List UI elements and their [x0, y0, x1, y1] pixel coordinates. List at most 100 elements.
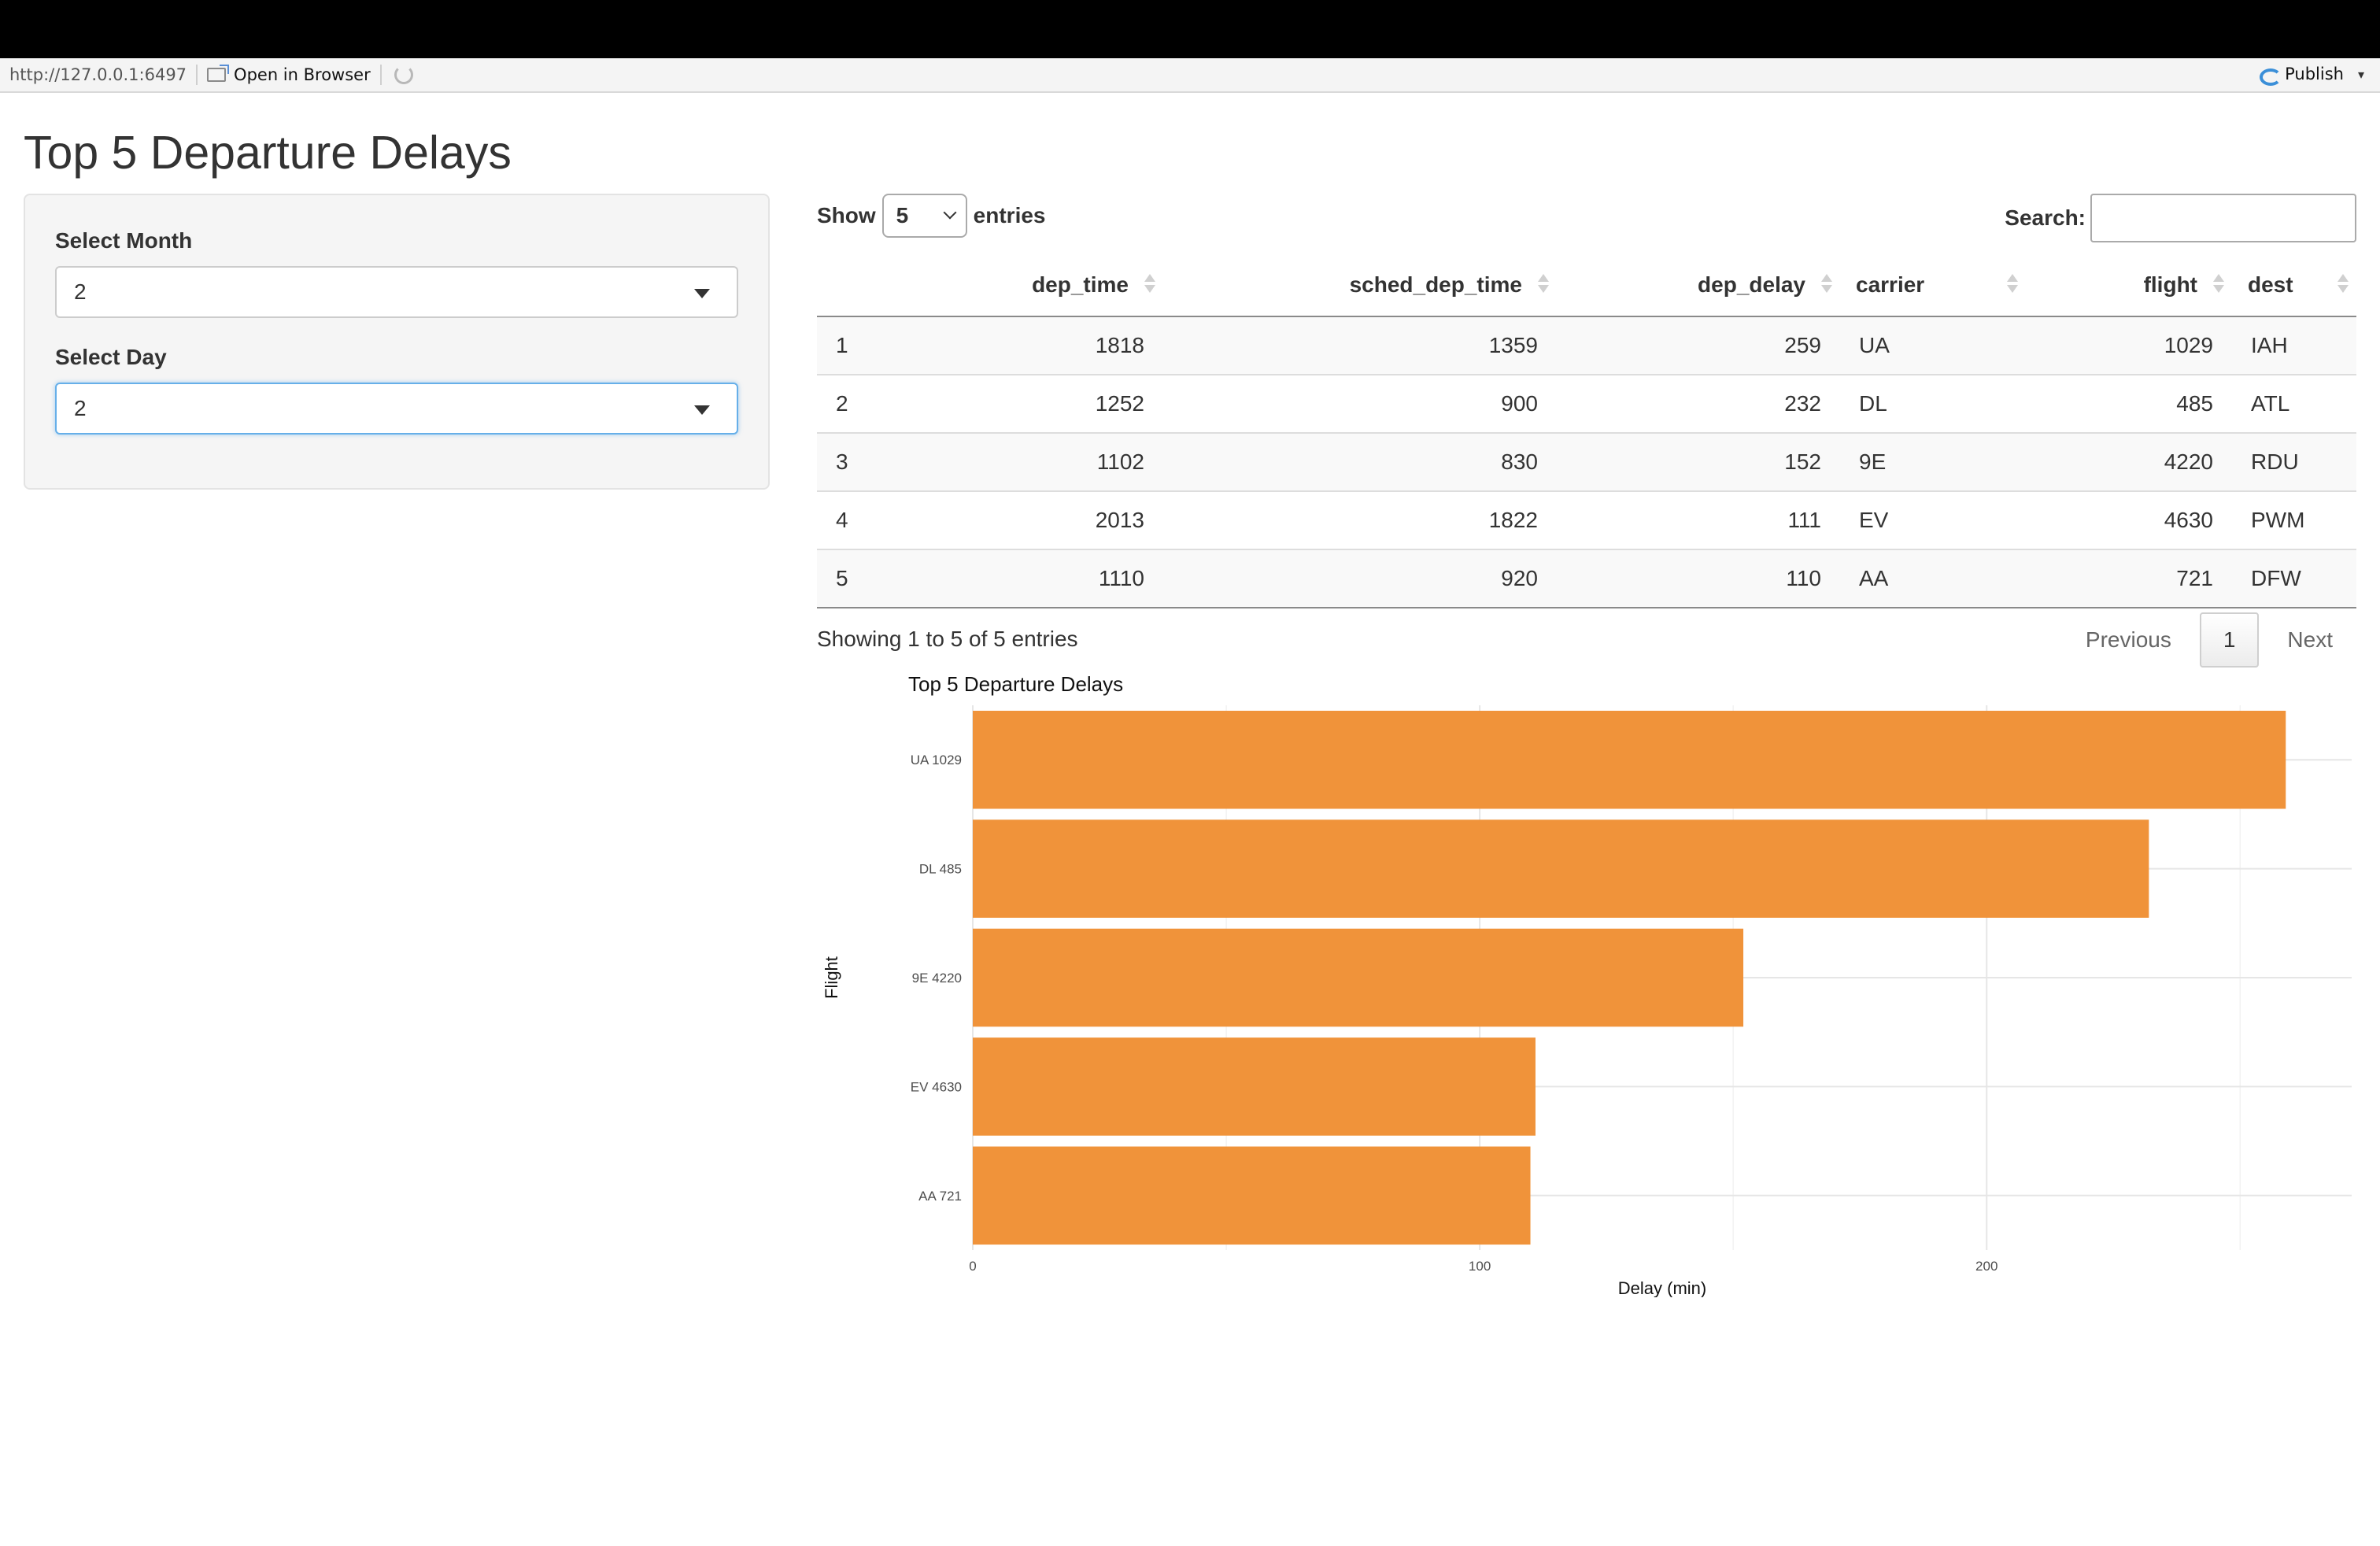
cell-flight: 4220 — [2026, 432, 2232, 491]
table-row[interactable]: 3 1102 830 152 9E 4220 RDU — [817, 432, 2356, 491]
cell-flight: 4630 — [2026, 490, 2232, 549]
cell-sched-dep-time: 830 — [1163, 432, 1557, 491]
cell-carrier: AA — [1840, 549, 2026, 608]
table-info: Showing 1 to 5 of 5 entries — [817, 627, 1078, 651]
table-search-control: Search: — [2005, 194, 2356, 242]
cell-dep-time: 1102 — [911, 432, 1163, 491]
cell-dep-time: 2013 — [911, 490, 1163, 549]
bar-ua-1029 — [973, 710, 2286, 809]
column-header-label: sched_dep_time — [1349, 272, 1522, 297]
search-input[interactable] — [2090, 194, 2356, 242]
cell-dep-delay: 110 — [1557, 549, 1840, 608]
month-select-value: 2 — [74, 279, 87, 304]
y-tick-label: 9E 4220 — [912, 971, 962, 986]
cell-sched-dep-time: 1822 — [1163, 490, 1557, 549]
publish-button[interactable]: Publish ▾ — [2258, 65, 2364, 86]
month-label: Select Month — [55, 228, 193, 253]
cell-rownum: 4 — [817, 490, 911, 549]
cell-carrier: DL — [1840, 374, 2026, 433]
column-header-label: flight — [2143, 272, 2197, 297]
cell-dest: DFW — [2232, 549, 2356, 608]
sort-icon — [2007, 274, 2018, 296]
cell-dest: ATL — [2232, 374, 2356, 433]
viewer-toolbar: http://127.0.0.1:6497 Open in Browser Pu… — [0, 58, 2380, 93]
bar-aa-721 — [973, 1146, 1531, 1245]
cell-rownum: 2 — [817, 374, 911, 433]
open-in-browser-label: Open in Browser — [234, 65, 371, 84]
cell-flight: 485 — [2026, 374, 2232, 433]
table-row[interactable]: 4 2013 1822 111 EV 4630 PWM — [817, 490, 2356, 549]
table-header-row: dep_time sched_dep_time dep_delay carrie… — [817, 253, 2356, 317]
cell-dest: PWM — [2232, 490, 2356, 549]
table-row[interactable]: 1 1818 1359 259 UA 1029 IAH — [817, 316, 2356, 375]
month-select[interactable]: 2 — [55, 266, 738, 318]
table-row[interactable]: 2 1252 900 232 DL 485 ATL — [817, 374, 2356, 433]
cell-flight: 721 — [2026, 549, 2232, 608]
cell-sched-dep-time: 900 — [1163, 374, 1557, 433]
chevron-down-icon — [943, 205, 957, 220]
y-tick-label: UA 1029 — [911, 753, 962, 767]
cell-sched-dep-time: 1359 — [1163, 316, 1557, 375]
entries-select[interactable]: 5 — [881, 194, 967, 238]
table-pagination: Previous 1 Next — [2062, 612, 2356, 668]
column-header-label: dep_delay — [1698, 272, 1805, 297]
cell-carrier: 9E — [1840, 432, 2026, 491]
day-select-value: 2 — [74, 396, 87, 420]
publish-label: Publish — [2285, 65, 2344, 83]
cell-rownum: 3 — [817, 432, 911, 491]
cell-dep-delay: 259 — [1557, 316, 1840, 375]
day-select[interactable]: 2 — [55, 383, 738, 435]
chevron-down-icon — [694, 405, 710, 415]
cell-carrier: EV — [1840, 490, 2026, 549]
cell-rownum: 5 — [817, 549, 911, 608]
open-in-browser-button[interactable]: Open in Browser — [207, 65, 371, 84]
page-title: Top 5 Departure Delays — [24, 127, 512, 179]
column-header-dest[interactable]: dest — [2232, 253, 2356, 317]
sort-icon — [1538, 274, 1549, 296]
y-tick-label: DL 485 — [919, 862, 962, 877]
entries-select-value: 5 — [896, 203, 909, 227]
y-axis-title: Flight — [822, 956, 841, 999]
entries-label: entries — [973, 203, 1046, 227]
cell-carrier: UA — [1840, 316, 2026, 375]
day-label: Select Day — [55, 345, 167, 369]
y-tick-label: EV 4630 — [911, 1079, 962, 1094]
sort-icon — [2338, 274, 2349, 296]
cell-dep-delay: 152 — [1557, 432, 1840, 491]
column-header-sched-dep-time[interactable]: sched_dep_time — [1163, 253, 1557, 317]
next-page-button[interactable]: Next — [2287, 627, 2333, 652]
column-header-dep-delay[interactable]: dep_delay — [1557, 253, 1840, 317]
publish-caret-icon[interactable]: ▾ — [2357, 66, 2364, 82]
cell-sched-dep-time: 920 — [1163, 549, 1557, 608]
delay-bar-chart: UA 1029 DL 485 9E 4220 EV 4630 AA 721 0 100 200… — [822, 672, 2352, 1297]
column-header-dep-time[interactable]: dep_time — [911, 253, 1163, 317]
cell-dep-delay: 111 — [1557, 490, 1840, 549]
cell-rownum: 1 — [817, 316, 911, 375]
sort-icon — [2213, 274, 2224, 296]
cell-dep-time: 1110 — [911, 549, 1163, 608]
window-top-band — [0, 0, 2380, 58]
table-length-control: Show 5 entries — [817, 194, 1046, 238]
show-label: Show — [817, 203, 876, 227]
search-label: Search: — [2005, 205, 2086, 230]
viewer-url: http://127.0.0.1:6497 — [9, 65, 187, 84]
column-header-rownum — [817, 253, 911, 317]
table-row[interactable]: 5 1110 920 110 AA 721 DFW — [817, 549, 2356, 608]
sort-icon — [1821, 274, 1832, 296]
current-page-button[interactable]: 1 — [2199, 612, 2260, 668]
column-header-label: carrier — [1856, 272, 1925, 297]
cell-dep-time: 1252 — [911, 374, 1163, 433]
cell-dest: RDU — [2232, 432, 2356, 491]
bar-dl-485 — [973, 819, 2149, 918]
table-body: 1 1818 1359 259 UA 1029 IAH 2 1252 900 232 DL 485 ATL… — [817, 316, 2356, 608]
cell-dest: IAH — [2232, 316, 2356, 375]
column-header-label: dest — [2248, 272, 2293, 297]
refresh-icon[interactable] — [394, 65, 413, 84]
bar-ev-4630 — [973, 1037, 1536, 1136]
previous-page-button[interactable]: Previous — [2085, 627, 2171, 652]
column-header-carrier[interactable]: carrier — [1840, 253, 2026, 317]
cell-flight: 1029 — [2026, 316, 2232, 375]
column-header-flight[interactable]: flight — [2026, 253, 2232, 317]
bar-9e-4220 — [973, 928, 1744, 1027]
x-tick-label: 200 — [1975, 1259, 1998, 1274]
